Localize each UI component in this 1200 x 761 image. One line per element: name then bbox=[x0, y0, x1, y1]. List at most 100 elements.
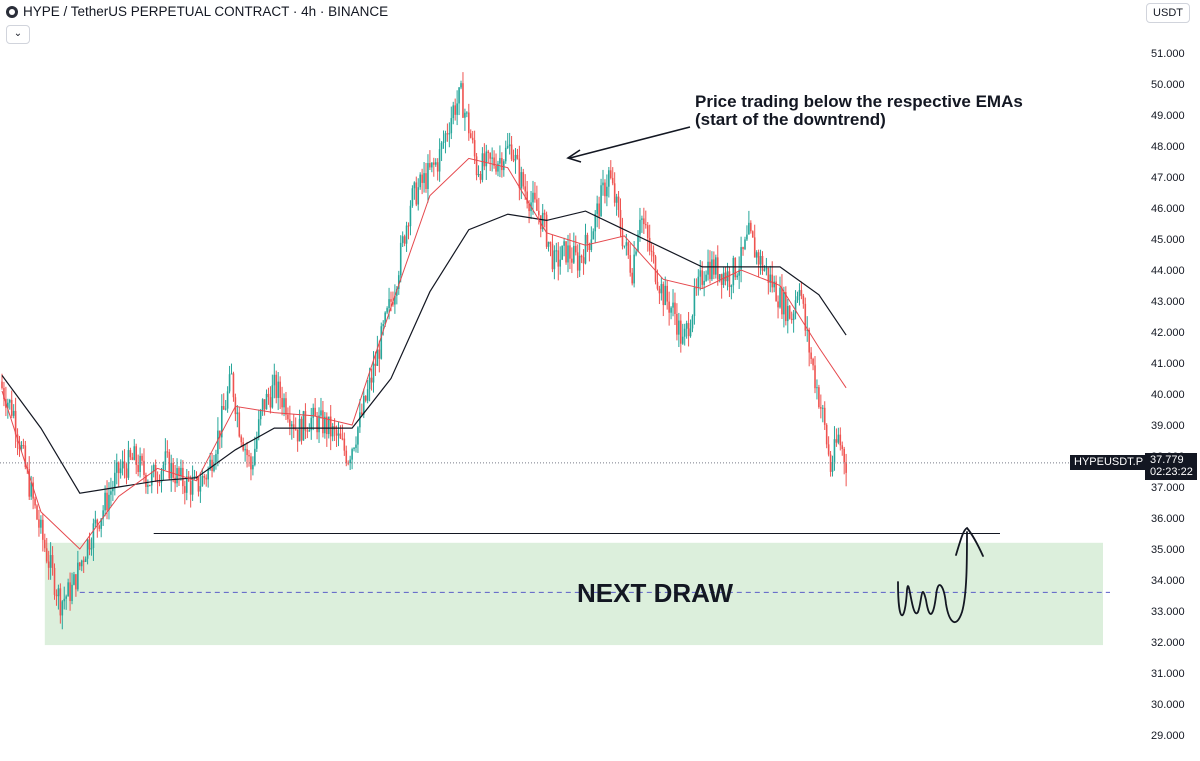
candle-body bbox=[51, 555, 54, 568]
candle-body bbox=[773, 281, 775, 288]
candle-body bbox=[287, 414, 289, 420]
candle-body bbox=[695, 287, 698, 289]
candle-body bbox=[374, 363, 377, 366]
candle-body bbox=[623, 245, 626, 247]
candle-body bbox=[201, 476, 204, 487]
candle-body bbox=[12, 410, 15, 416]
candle-body bbox=[825, 424, 828, 445]
candle-body bbox=[224, 408, 227, 410]
candle-body bbox=[141, 455, 143, 461]
candle-body bbox=[806, 329, 809, 331]
candle-body bbox=[419, 174, 421, 188]
candle-body bbox=[1, 381, 3, 389]
candle-body bbox=[304, 411, 307, 431]
candle-body bbox=[77, 562, 79, 590]
candle-body bbox=[69, 582, 71, 602]
candle-body bbox=[718, 274, 721, 280]
candle-body bbox=[709, 261, 711, 280]
candle-body bbox=[775, 281, 777, 302]
candle-body bbox=[571, 258, 573, 263]
candle-body bbox=[522, 172, 525, 187]
candle-body bbox=[22, 445, 25, 447]
candle-body bbox=[829, 454, 832, 472]
candle-body bbox=[82, 560, 85, 562]
candle-body bbox=[283, 398, 285, 408]
arrow-head bbox=[566, 149, 582, 163]
candle-body bbox=[8, 399, 11, 403]
candle-body bbox=[154, 464, 157, 482]
chevron-down-icon[interactable]: ⌄ bbox=[6, 25, 30, 44]
candle-body bbox=[551, 243, 554, 270]
candle-body bbox=[820, 407, 822, 409]
candle-body bbox=[322, 410, 324, 434]
candle-body bbox=[230, 373, 233, 375]
candle-body bbox=[810, 352, 812, 359]
y-tick-label: 39.000 bbox=[1151, 420, 1185, 432]
candle-body bbox=[170, 462, 173, 479]
candle-body bbox=[40, 519, 42, 528]
candle-body bbox=[265, 393, 268, 410]
candle-body bbox=[162, 464, 165, 472]
last-price: 37.779 bbox=[1150, 454, 1184, 466]
candle-body bbox=[36, 505, 38, 520]
candle-body bbox=[794, 300, 797, 314]
candle-body bbox=[359, 412, 361, 428]
candle-body bbox=[666, 285, 668, 302]
y-tick-label: 48.000 bbox=[1151, 141, 1185, 153]
candle-body bbox=[821, 407, 824, 409]
candle-body bbox=[643, 218, 645, 225]
candle-body bbox=[123, 461, 126, 469]
candle-body bbox=[748, 222, 750, 235]
candle-body bbox=[740, 247, 742, 270]
candle-body bbox=[584, 234, 587, 264]
candle-body bbox=[370, 377, 373, 383]
candle-body bbox=[458, 87, 460, 104]
candle-body bbox=[361, 412, 363, 415]
candle-body bbox=[137, 464, 139, 472]
candle-body bbox=[753, 237, 756, 258]
candle-body bbox=[314, 407, 316, 417]
candle-body bbox=[487, 151, 490, 154]
candle-body bbox=[246, 449, 248, 456]
y-tick-label: 36.000 bbox=[1151, 513, 1185, 525]
y-tick-label: 35.000 bbox=[1151, 544, 1185, 556]
candle-body bbox=[520, 172, 523, 189]
candle-body bbox=[376, 349, 379, 366]
candle-body bbox=[329, 416, 332, 437]
candle-body bbox=[598, 203, 600, 217]
candle-body bbox=[353, 447, 355, 450]
candle-body bbox=[804, 303, 807, 331]
candle-body bbox=[193, 476, 196, 479]
candle-body bbox=[680, 320, 682, 344]
candle-body bbox=[384, 312, 386, 325]
candle-body bbox=[108, 494, 110, 510]
candle-body bbox=[269, 397, 272, 408]
candle-body bbox=[588, 243, 591, 251]
candle-body bbox=[631, 272, 633, 284]
candle-body bbox=[55, 594, 58, 597]
candle-body bbox=[331, 426, 334, 437]
candle-body bbox=[252, 464, 254, 470]
candle-body bbox=[114, 472, 116, 488]
candle-body bbox=[197, 476, 200, 492]
candle-body bbox=[429, 163, 431, 168]
candle-body bbox=[236, 412, 239, 415]
candle-body bbox=[160, 471, 163, 483]
currency-selector[interactable]: USDT bbox=[1146, 3, 1190, 23]
candle-body bbox=[220, 406, 223, 438]
candle-body bbox=[195, 476, 198, 478]
candle-body bbox=[263, 399, 266, 410]
candle-body bbox=[730, 285, 733, 288]
candle-body bbox=[215, 454, 217, 464]
candle-body bbox=[362, 395, 365, 415]
candle-body bbox=[47, 561, 50, 568]
candle-body bbox=[646, 225, 649, 238]
candle-body bbox=[139, 455, 141, 472]
candle-body bbox=[644, 224, 647, 226]
candle-body bbox=[275, 374, 278, 398]
candle-body bbox=[211, 459, 213, 471]
candle-body bbox=[796, 296, 799, 301]
candle-body bbox=[452, 105, 455, 119]
candle-body bbox=[446, 133, 449, 135]
